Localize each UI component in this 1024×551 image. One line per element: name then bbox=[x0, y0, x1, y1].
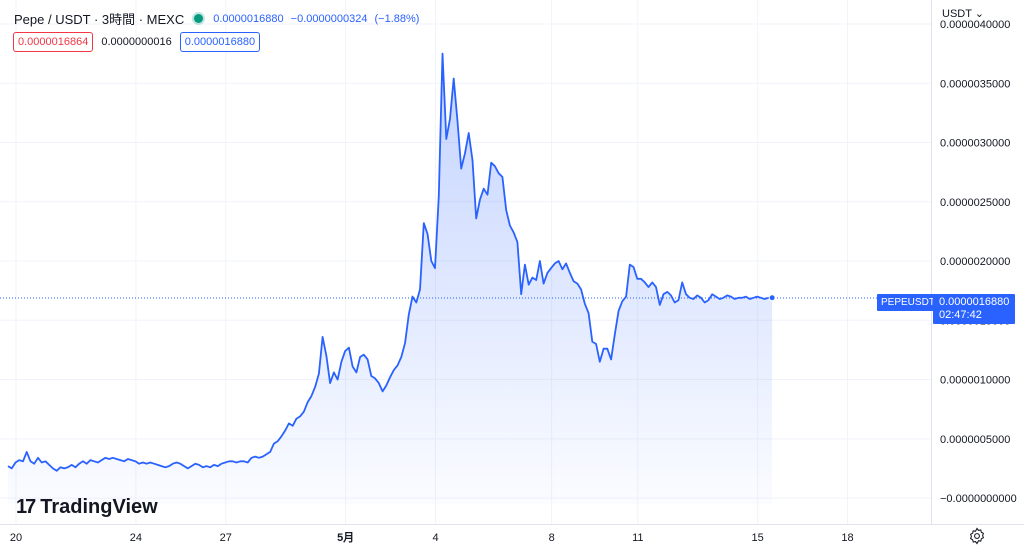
price-line bbox=[7, 52, 773, 472]
time-tick-label: 11 bbox=[632, 532, 643, 544]
price-tick-label: 0.0000005000 bbox=[940, 434, 1010, 446]
spread-value: 0.0000000016 bbox=[101, 36, 172, 48]
price-tick-label: 0.0000010000 bbox=[940, 375, 1010, 387]
price-axis-separator bbox=[931, 0, 932, 524]
price-tick-label: 0.0000040000 bbox=[940, 19, 1010, 31]
price-tick-label: 0.0000020000 bbox=[940, 256, 1010, 268]
legend-values: 0.0000016880 −0.0000000324 (−1.88%) bbox=[213, 13, 423, 25]
time-tick-label: 5月 bbox=[337, 531, 354, 544]
price-tick-label: 0.0000025000 bbox=[940, 197, 1010, 209]
symbol-title[interactable]: Pepe / USDT · 3時間 · MEXC bbox=[14, 12, 185, 27]
tradingview-logo[interactable]: 17 TradingView bbox=[16, 496, 158, 519]
legend-change: −0.0000000324 bbox=[290, 12, 368, 25]
tradingview-logo-icon: 17 bbox=[16, 496, 36, 518]
legend-change-pct: (−1.88%) bbox=[374, 12, 420, 25]
time-tick-label: 15 bbox=[752, 532, 764, 544]
last-price-label: 0.0000016880 02:47:42 bbox=[933, 294, 1015, 324]
last-price-value: 0.0000016880 bbox=[939, 296, 1010, 308]
market-status-icon bbox=[194, 14, 204, 23]
time-axis[interactable]: 20 24 27 5月 4 8 11 15 18 bbox=[10, 531, 854, 544]
legend-last-price: 0.0000016880 bbox=[213, 12, 284, 25]
price-area-layer bbox=[0, 52, 931, 504]
order-boxes: 0.0000016864 0.0000000016 0.0000016880 bbox=[13, 32, 261, 52]
time-tick-label: 4 bbox=[432, 532, 438, 544]
last-price-dot bbox=[768, 294, 776, 302]
gear-icon[interactable] bbox=[968, 527, 986, 545]
chart-legend: Pepe / USDT · 3時間 · MEXC 0.0000016880 −0… bbox=[14, 9, 423, 28]
time-tick-label: 18 bbox=[841, 532, 853, 544]
price-area bbox=[8, 53, 773, 504]
sell-price-button[interactable]: 0.0000016864 bbox=[13, 32, 94, 52]
currency-dropdown[interactable]: USDT ⌄ bbox=[942, 8, 985, 20]
price-tick-label: −0.0000000000 bbox=[940, 493, 1017, 505]
price-tick-label: 0.0000035000 bbox=[940, 78, 1010, 90]
price-axis[interactable]: 0.0000040000 0.0000035000 0.0000030000 0.00… bbox=[940, 19, 1017, 505]
time-tick-label: 24 bbox=[130, 532, 142, 544]
time-axis-separator bbox=[0, 524, 1024, 525]
time-tick-label: 27 bbox=[220, 532, 232, 544]
time-tick-label: 8 bbox=[549, 532, 555, 544]
time-tick-label: 20 bbox=[10, 532, 22, 544]
tradingview-logo-text: TradingView bbox=[40, 496, 158, 518]
buy-price-button[interactable]: 0.0000016880 bbox=[179, 32, 261, 52]
symbol-tag: PEPEUSDT bbox=[877, 294, 939, 311]
bar-countdown: 02:47:42 bbox=[939, 309, 982, 321]
price-tick-label: 0.0000030000 bbox=[940, 138, 1010, 150]
